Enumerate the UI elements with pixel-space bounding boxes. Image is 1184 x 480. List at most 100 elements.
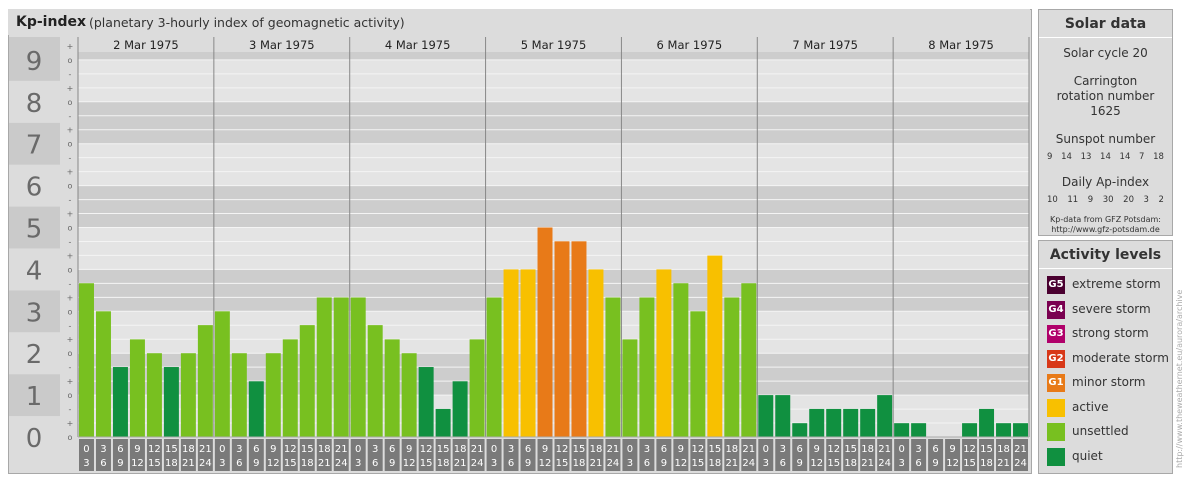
kp-bar: [316, 297, 332, 437]
interval-box: [639, 439, 655, 471]
interval-end: 18: [844, 458, 857, 469]
ap-value: 30: [1102, 195, 1114, 205]
y-label-band: [9, 122, 60, 165]
y-label-band: [9, 416, 60, 458]
sub-tick-mark: -: [69, 321, 72, 330]
interval-box: [826, 439, 842, 471]
interval-end: 24: [199, 458, 212, 469]
sub-tick-mark: +: [67, 84, 74, 93]
interval-end: 3: [219, 458, 225, 469]
interval-start: 6: [117, 444, 123, 455]
kp-bar: [673, 283, 689, 437]
interval-box: [418, 439, 434, 471]
interval-box: [962, 439, 978, 471]
interval-start: 12: [827, 444, 840, 455]
kp-band: [78, 143, 1029, 186]
kp-bar: [843, 408, 859, 437]
interval-start: 0: [83, 444, 89, 455]
interval-start: 12: [556, 444, 569, 455]
interval-end: 18: [437, 458, 450, 469]
sub-tick-mark: +: [67, 419, 74, 428]
interval-box: [1013, 439, 1028, 471]
kp-bar: [112, 367, 128, 437]
interval-end: 12: [267, 458, 280, 469]
interval-start: 21: [742, 444, 755, 455]
y-tick-label: 0: [26, 424, 43, 454]
kp-band: [78, 227, 1029, 270]
interval-box: [384, 439, 400, 471]
y-label-band: [9, 206, 60, 249]
y-tick-label: 8: [26, 89, 43, 119]
y-label-band: [9, 290, 60, 333]
interval-box: [724, 439, 740, 471]
kp-bar: [197, 325, 213, 437]
sub-tick-mark: o: [68, 265, 73, 274]
interval-start: 18: [318, 444, 331, 455]
interval-start: 6: [932, 444, 938, 455]
interval-end: 12: [403, 458, 416, 469]
interval-start: 12: [963, 444, 976, 455]
y-tick-label: 2: [26, 340, 43, 370]
sub-tick-mark: +: [67, 293, 74, 302]
interval-start: 6: [661, 444, 667, 455]
interval-box: [367, 439, 383, 471]
activity-label: unsettled: [1072, 424, 1129, 438]
activity-level-moderate-storm: G2 moderate storm: [1047, 349, 1169, 368]
interval-box: [707, 439, 723, 471]
activity-level-strong-storm: G3 strong storm: [1047, 325, 1169, 343]
interval-start: 9: [678, 444, 684, 455]
ap-value: 20: [1123, 195, 1134, 205]
kp-bar: [231, 353, 247, 437]
interval-box: [112, 439, 128, 471]
interval-start: 15: [165, 444, 178, 455]
interval-box: [146, 439, 162, 471]
interval-box: [843, 439, 859, 471]
ap-value: 2: [1158, 195, 1164, 205]
kp-bar: [299, 325, 315, 437]
interval-end: 18: [980, 458, 993, 469]
activity-level-severe-storm: G4 severe storm: [1047, 300, 1169, 319]
kp-bar: [265, 353, 281, 437]
interval-end: 24: [742, 458, 755, 469]
interval-end: 12: [674, 458, 687, 469]
day-label: 4 Mar 1975: [385, 38, 451, 52]
kp-bar: [741, 283, 757, 437]
chart-title: Kp-index: [16, 14, 86, 30]
interval-start: 6: [389, 444, 395, 455]
interval-end: 15: [963, 458, 976, 469]
interval-start: 3: [372, 444, 378, 455]
sub-tick-mark: +: [67, 210, 74, 219]
kp-band: [78, 269, 1029, 312]
activity-label: extreme storm: [1072, 277, 1161, 291]
interval-box: [79, 439, 94, 471]
interval-start: 3: [915, 444, 921, 455]
interval-start: 18: [861, 444, 874, 455]
activity-level-quiet: quiet: [1047, 447, 1169, 466]
credit-line-1: Kp-data from GFZ Potsdam:: [1050, 215, 1161, 224]
interval-end: 6: [915, 458, 921, 469]
kp-bar: [911, 423, 927, 437]
ap-value: 11: [1067, 195, 1079, 205]
interval-end: 21: [182, 458, 195, 469]
kp-bar: [860, 408, 876, 437]
interval-box: [197, 439, 213, 471]
activity-levels-title: Activity levels: [1039, 241, 1172, 269]
sub-tick-mark: +: [67, 42, 74, 51]
interval-start: 12: [148, 444, 161, 455]
y-tick-label: 5: [26, 215, 43, 245]
chart-subtitle: (planetary 3-hourly index of geomagnetic…: [89, 15, 405, 30]
sub-tick-mark: -: [69, 112, 72, 121]
interval-start: 3: [236, 444, 242, 455]
interval-end: 15: [556, 458, 569, 469]
interval-box: [435, 439, 451, 471]
kp-bar: [486, 297, 502, 437]
interval-start: 21: [607, 444, 620, 455]
interval-box: [877, 439, 893, 471]
activity-swatch: G2: [1047, 349, 1065, 368]
interval-end: 6: [508, 458, 514, 469]
interval-start: 18: [454, 444, 467, 455]
interval-box: [231, 439, 247, 471]
interval-box: [911, 439, 927, 471]
kp-bar: [605, 297, 621, 437]
interval-end: 18: [165, 458, 178, 469]
